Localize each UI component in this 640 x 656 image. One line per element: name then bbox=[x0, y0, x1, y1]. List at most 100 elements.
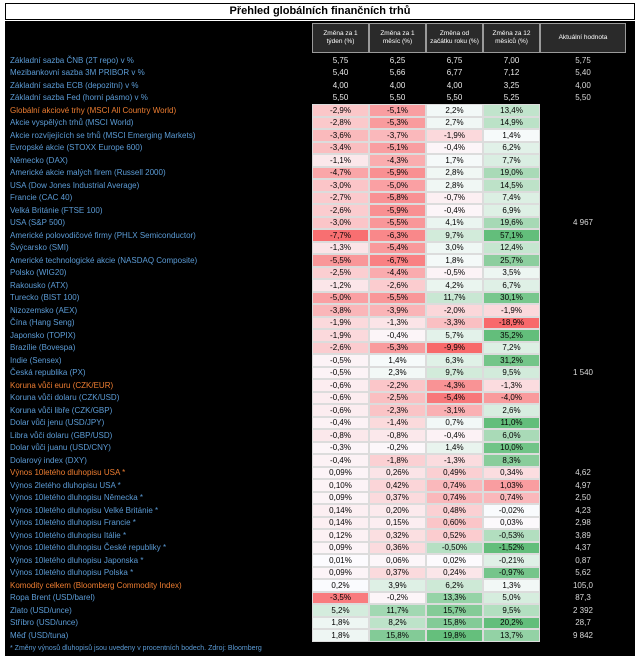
asset-label: Výnos 10letého dluhopisu Francie * bbox=[10, 518, 136, 528]
asset-label: Základní sazba ECB (depozitní) v % bbox=[10, 80, 139, 90]
table-row: Americké akcie malých firem (Russell 200… bbox=[8, 166, 632, 179]
asset-label: Koruna vůči dolaru (CZK/USD) bbox=[10, 393, 120, 403]
current-value: 87,3 bbox=[575, 593, 591, 603]
change-cell: -2,3% bbox=[369, 404, 426, 417]
change-cell: 7,4% bbox=[483, 191, 540, 204]
change-cell: 0,02% bbox=[426, 554, 483, 567]
change-cell: 1,7% bbox=[426, 154, 483, 167]
change-cell: 1,3% bbox=[483, 579, 540, 592]
change-cell: -0,6% bbox=[312, 379, 369, 392]
change-cell: -5,9% bbox=[369, 166, 426, 179]
table-row: Akcie vyspělých trhů (MSCI World) -2,8% -5… bbox=[8, 116, 632, 129]
change-cell: 15,7% bbox=[426, 604, 483, 617]
table-row: Zlato (USD/unce) 5,2% 11,7% 15,7% 9,5% 2 392 bbox=[8, 604, 632, 617]
change-cell: 9,5% bbox=[483, 366, 540, 379]
current-value: 5,50 bbox=[575, 93, 591, 103]
table-row: Stříbro (USD/unce) 1,8% 8,2% 15,8% 20,2% 28,7 bbox=[8, 616, 632, 629]
table-row: Polsko (WIG20) -2,5% -4,4% -0,5% 3,5% bbox=[8, 266, 632, 279]
value-cell: 5,50 bbox=[446, 93, 463, 103]
change-cell: -4,0% bbox=[483, 391, 540, 404]
change-cell: 6,2% bbox=[483, 141, 540, 154]
change-cell: -0,6% bbox=[312, 404, 369, 417]
table-body: Základní sazba ČNB (2T repo) v % 5,75 6,25… bbox=[8, 54, 632, 642]
change-cell: -5,5% bbox=[312, 254, 369, 267]
change-cell: -2,6% bbox=[369, 279, 426, 292]
change-cell: -4,4% bbox=[369, 266, 426, 279]
change-cell: 1,4% bbox=[369, 354, 426, 367]
change-cell: 0,7% bbox=[426, 416, 483, 429]
asset-label: Výnos 10letého dluhopisu USA * bbox=[10, 468, 126, 478]
change-cell: -5,3% bbox=[369, 341, 426, 354]
asset-label: Ropa Brent (USD/barel) bbox=[10, 593, 95, 603]
change-cell: -5,4% bbox=[369, 241, 426, 254]
change-cell: -0,3% bbox=[312, 441, 369, 454]
change-cell: -2,9% bbox=[312, 104, 369, 117]
change-cell: 0,12% bbox=[312, 529, 369, 542]
change-cell: -1,3% bbox=[312, 241, 369, 254]
change-cell: 0,42% bbox=[369, 479, 426, 492]
change-cell: 6,2% bbox=[426, 579, 483, 592]
asset-label: Dolarový index (DXY) bbox=[10, 455, 87, 465]
change-cell: -1,2% bbox=[312, 279, 369, 292]
current-value: 9 842 bbox=[572, 630, 594, 640]
table-row: Výnos 10letého dluhopisu Polska * 0,09% 0,… bbox=[8, 566, 632, 579]
change-cell: 9,7% bbox=[426, 366, 483, 379]
change-cell: 9,7% bbox=[426, 229, 483, 242]
change-cell: 1,4% bbox=[483, 129, 540, 142]
market-overview-table: Změna za 1 týden (%) Změna za 1 měsíc (%… bbox=[5, 21, 635, 656]
change-cell: 1,4% bbox=[426, 441, 483, 454]
change-cell: 4,2% bbox=[426, 279, 483, 292]
current-value: 2 392 bbox=[572, 605, 594, 615]
change-cell: 0,26% bbox=[369, 466, 426, 479]
change-cell: -3,6% bbox=[312, 129, 369, 142]
value-cell: 7,00 bbox=[503, 55, 520, 65]
change-cell: -0,6% bbox=[312, 391, 369, 404]
change-cell: -0,5% bbox=[312, 366, 369, 379]
change-cell: -5,8% bbox=[369, 191, 426, 204]
change-cell: 14,9% bbox=[483, 116, 540, 129]
change-cell: -2,8% bbox=[312, 116, 369, 129]
change-cell: -6,3% bbox=[369, 229, 426, 242]
change-cell: -5,5% bbox=[369, 291, 426, 304]
change-cell: 0,10% bbox=[312, 479, 369, 492]
asset-label: USA (S&P 500) bbox=[10, 218, 65, 228]
column-header-year: Změna za 12 měsíců (%) bbox=[483, 23, 540, 53]
change-cell: 5,0% bbox=[483, 591, 540, 604]
value-cell: 3,25 bbox=[503, 80, 520, 90]
change-cell: 3,0% bbox=[426, 241, 483, 254]
column-header-current: Aktuální hodnota bbox=[540, 23, 626, 53]
change-cell: 13,7% bbox=[483, 629, 540, 642]
table-row: Rakousko (ATX) -1,2% -2,6% 4,2% 6,7% bbox=[8, 279, 632, 292]
asset-label: Globální akciové trhy (MSCI All Country … bbox=[10, 105, 177, 115]
change-cell: -1,9% bbox=[312, 329, 369, 342]
change-cell: 2,6% bbox=[483, 404, 540, 417]
current-value: 28,7 bbox=[575, 618, 591, 628]
table-row: Měď (USD/tuna) 1,8% 15,8% 19,8% 13,7% 9 842 bbox=[8, 629, 632, 642]
value-cell: 5,50 bbox=[389, 93, 406, 103]
change-cell: 57,1% bbox=[483, 229, 540, 242]
change-cell: 0,14% bbox=[312, 516, 369, 529]
table-row: Evropské akcie (STOXX Europe 600) -3,4% -5… bbox=[8, 141, 632, 154]
current-value bbox=[540, 317, 626, 330]
change-cell: -1,8% bbox=[369, 454, 426, 467]
table-row: Výnos 10letého dluhopisu Francie * 0,14% 0… bbox=[8, 516, 632, 529]
table-row: Koruna vůči dolaru (CZK/USD) -0,6% -2,5% -5… bbox=[8, 391, 632, 404]
current-value: 5,75 bbox=[575, 55, 591, 65]
change-cell: 6,0% bbox=[483, 429, 540, 442]
value-cell: 4,00 bbox=[332, 80, 349, 90]
table-row: Brazílie (Bovespa) -2,6% -5,3% -9,9% 7,2% bbox=[8, 341, 632, 354]
change-cell: 31,2% bbox=[483, 354, 540, 367]
table-row: Výnos 10letého dluhopisu Německa * 0,09% 0… bbox=[8, 491, 632, 504]
change-cell: 5,2% bbox=[312, 604, 369, 617]
table-row: Indie (Sensex) -0,5% 1,4% 6,3% 31,2% bbox=[8, 354, 632, 367]
asset-label: Evropské akcie (STOXX Europe 600) bbox=[10, 143, 143, 153]
change-cell: -1,52% bbox=[483, 541, 540, 554]
change-cell: 15,8% bbox=[426, 616, 483, 629]
asset-label: Nizozemsko (AEX) bbox=[10, 305, 78, 315]
change-cell: -2,7% bbox=[312, 191, 369, 204]
change-cell: 1,8% bbox=[426, 254, 483, 267]
table-row: Akcie rozvíjejících se trhů (MSCI Emergi… bbox=[8, 129, 632, 142]
current-value: 5,40 bbox=[575, 68, 591, 78]
change-cell: -1,3% bbox=[369, 316, 426, 329]
change-cell: -9,9% bbox=[426, 341, 483, 354]
